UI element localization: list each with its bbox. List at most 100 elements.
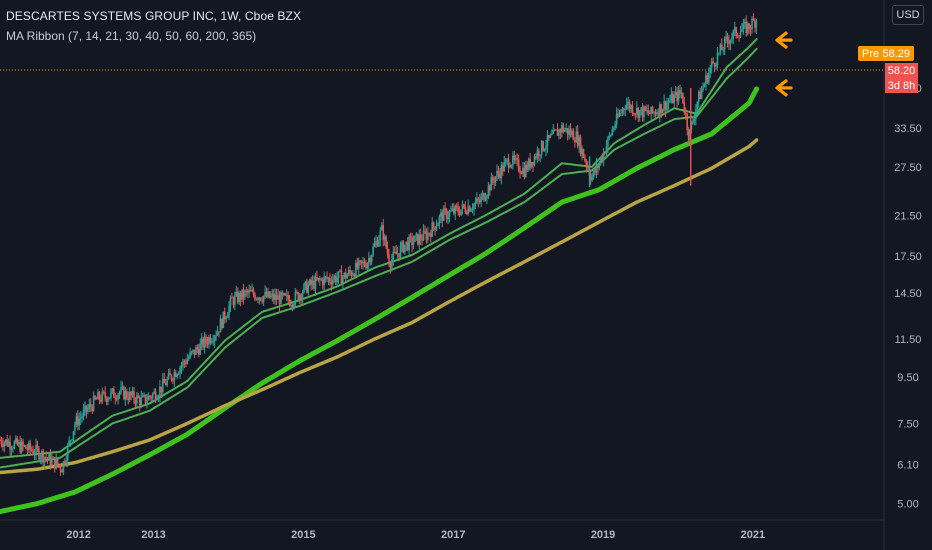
candle-body bbox=[359, 260, 361, 262]
candle-body bbox=[321, 279, 324, 286]
candle-body bbox=[290, 305, 292, 306]
candle-body bbox=[749, 28, 752, 30]
candle-body bbox=[431, 222, 434, 237]
candle-body bbox=[123, 386, 125, 400]
candle-body bbox=[117, 394, 119, 400]
candle-body bbox=[58, 464, 60, 466]
candle-body bbox=[206, 342, 209, 345]
candle-body bbox=[543, 149, 546, 151]
candle-body bbox=[731, 37, 733, 41]
candle-body bbox=[74, 424, 76, 432]
candle-body bbox=[657, 112, 660, 116]
candle-body bbox=[241, 289, 243, 300]
candle-body bbox=[664, 101, 667, 111]
candle-body bbox=[746, 23, 749, 34]
candle-body bbox=[744, 21, 746, 24]
candle-body bbox=[337, 271, 340, 278]
candle-body bbox=[595, 164, 598, 173]
candle-body bbox=[52, 457, 55, 459]
candle-body bbox=[81, 416, 83, 418]
series-line-ma-short bbox=[0, 38, 758, 459]
candle-body bbox=[215, 335, 217, 337]
candle-body bbox=[329, 278, 331, 282]
candle-body bbox=[529, 158, 531, 168]
candle-body bbox=[546, 135, 549, 147]
candle-body bbox=[110, 391, 112, 398]
candle-body bbox=[76, 416, 79, 426]
candle-body bbox=[12, 448, 14, 450]
candle-body bbox=[467, 206, 470, 214]
candle-body bbox=[497, 171, 500, 174]
annotations bbox=[775, 31, 793, 97]
candle-body bbox=[659, 103, 661, 116]
candle-body bbox=[429, 233, 432, 237]
candle-body bbox=[365, 265, 367, 269]
candle-body bbox=[45, 457, 47, 458]
candle-body bbox=[677, 89, 680, 102]
candle-body bbox=[666, 103, 668, 111]
candle-body bbox=[379, 230, 382, 240]
candle-body bbox=[487, 185, 490, 196]
candle-body bbox=[582, 148, 585, 158]
candle-body bbox=[517, 159, 520, 171]
candle-body bbox=[611, 129, 614, 135]
candle-body bbox=[536, 150, 539, 158]
candle-body bbox=[323, 276, 325, 286]
candle-body bbox=[222, 311, 225, 329]
candle-body bbox=[85, 405, 88, 412]
candle-body bbox=[641, 107, 644, 118]
candle-body bbox=[172, 379, 174, 381]
candle-body bbox=[631, 105, 634, 114]
indicator-label[interactable]: MA Ribbon (7, 14, 21, 30, 40, 50, 60, 20… bbox=[6, 29, 257, 43]
candle-body bbox=[695, 109, 697, 119]
candle-body bbox=[55, 459, 57, 469]
candle-body bbox=[16, 438, 19, 445]
candle-body bbox=[427, 232, 429, 240]
candle-body bbox=[414, 235, 416, 243]
series-line-ma-200 bbox=[0, 86, 760, 515]
candle-body bbox=[218, 331, 220, 333]
candle-body bbox=[563, 129, 566, 132]
candle-body bbox=[203, 336, 206, 348]
candle-body bbox=[310, 279, 312, 285]
candle-body bbox=[684, 112, 687, 115]
candle-body bbox=[131, 390, 134, 396]
candle-body bbox=[408, 236, 410, 251]
candle-body bbox=[399, 245, 402, 258]
candle-body bbox=[644, 106, 647, 111]
candle-body bbox=[278, 295, 281, 305]
candle-body bbox=[382, 225, 385, 241]
candle-body bbox=[193, 349, 196, 355]
x-tick-label: 2015 bbox=[291, 529, 315, 541]
candle-body bbox=[728, 40, 730, 44]
x-tick-label: 2017 bbox=[441, 529, 465, 541]
candle-body bbox=[513, 155, 516, 160]
candle-body bbox=[401, 241, 403, 246]
candle-body bbox=[234, 295, 236, 305]
candle-body bbox=[713, 63, 716, 67]
candle-body bbox=[352, 274, 354, 276]
candle-body bbox=[138, 397, 141, 406]
candle-body bbox=[98, 392, 101, 400]
candle-body bbox=[343, 272, 346, 277]
candle-body bbox=[383, 236, 386, 241]
candle-body bbox=[455, 205, 458, 208]
candle-body bbox=[15, 438, 17, 443]
candle-body bbox=[324, 276, 327, 278]
candle-body bbox=[87, 408, 89, 412]
candle-body bbox=[592, 170, 595, 178]
candle-body bbox=[326, 276, 328, 280]
candle-body bbox=[671, 93, 674, 104]
candle-body bbox=[88, 404, 91, 409]
candle-body bbox=[49, 453, 52, 465]
candle-body bbox=[752, 18, 755, 21]
candle-body bbox=[409, 236, 412, 238]
candle-body bbox=[460, 209, 462, 216]
candle-body bbox=[59, 465, 62, 471]
candle-body bbox=[170, 375, 173, 380]
candle-body bbox=[745, 21, 748, 34]
candle-body bbox=[484, 198, 487, 201]
currency-button[interactable]: USD bbox=[892, 5, 924, 25]
